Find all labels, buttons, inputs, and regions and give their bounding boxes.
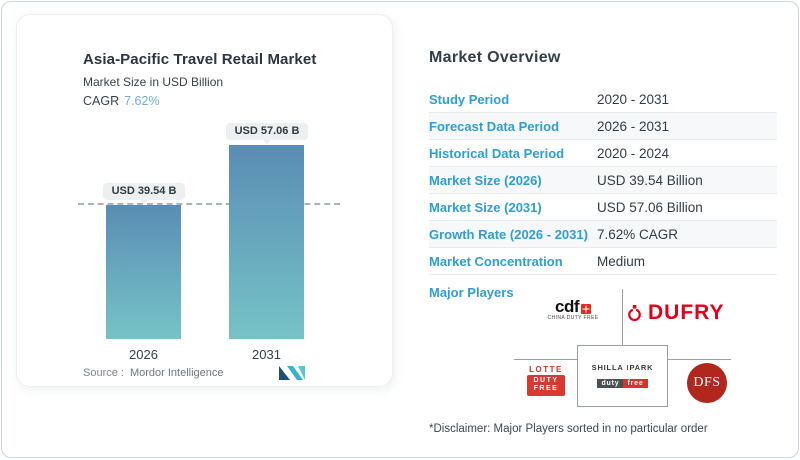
row-value: Medium <box>597 253 646 269</box>
cdf-caption: CHINA DUTY FREE <box>547 315 599 321</box>
shilla-logo-box: SHILLA IPARK duty free <box>577 345 668 407</box>
lotte-box-line1: DUTY <box>533 377 559 384</box>
lotte-dutyfree-box: DUTY FREE <box>527 375 565 396</box>
shilla-badge-free: free <box>623 378 648 388</box>
row-value: 2026 - 2031 <box>597 118 670 134</box>
shilla-badge-duty: duty <box>597 378 624 388</box>
table-row-forecast-period: Forecast Data Period 2026 - 2031 <box>429 113 777 140</box>
bar-value-label-2026: USD 39.54 B <box>103 183 185 204</box>
row-label: Historical Data Period <box>429 145 565 161</box>
major-players-label: Major Players <box>429 285 514 300</box>
x-axis-label-2026: 2026 <box>129 347 158 362</box>
table-row-study-period: Study Period 2020 - 2031 <box>429 86 777 113</box>
lotte-duty-free-logo: LOTTE DUTY FREE <box>527 365 565 396</box>
chart-title: Asia-Pacific Travel Retail Market <box>83 51 317 68</box>
source-attribution: Source : Mordor Intelligence <box>83 367 224 379</box>
shilla-wordmark: SHILLA IPARK <box>592 363 654 372</box>
row-label: Forecast Data Period <box>429 118 560 134</box>
connector-right-line <box>668 359 731 360</box>
connector-left-line <box>514 359 577 360</box>
cagr-label: CAGR <box>83 94 120 108</box>
source-label: Source : <box>83 367 124 379</box>
row-label: Study Period <box>429 91 510 107</box>
row-value: USD 39.54 Billion <box>597 172 703 188</box>
x-axis-label-2031: 2031 <box>252 347 281 362</box>
row-value: 7.62% CAGR <box>597 226 679 242</box>
chart-subtitle: Market Size in USD Billion <box>83 75 224 89</box>
connector-vertical-line <box>622 289 623 345</box>
row-value: 2020 - 2024 <box>597 145 670 161</box>
cdf-wordmark: cdf <box>555 297 580 316</box>
reference-dashed-line <box>78 203 340 205</box>
shilla-ipark-logo: SHILLA IPARK duty free <box>592 363 654 390</box>
bar-2026 <box>106 205 181 339</box>
bar-value-label-2031: USD 57.06 B <box>226 123 308 144</box>
cdf-red-square-icon <box>581 304 591 314</box>
major-players-section: Major Players cdf CHINA DUTY FREE <box>429 285 777 417</box>
shilla-name-right: PARK <box>629 362 654 372</box>
cagr-value: 7.62% <box>124 94 160 108</box>
table-row-historical-period: Historical Data Period 2020 - 2024 <box>429 140 777 167</box>
table-row-market-concentration: Market Concentration Medium <box>429 248 777 275</box>
lotte-box-line2: FREE <box>533 385 559 392</box>
market-overview-panel: Market Overview Study Period 2020 - 2031… <box>429 49 777 407</box>
bar-2031 <box>229 145 304 339</box>
row-label: Market Concentration <box>429 253 563 269</box>
shilla-dutyfree-badge: duty free <box>597 378 648 388</box>
table-row-market-size-2031: Market Size (2031) USD 57.06 Billion <box>429 194 777 221</box>
mordor-intelligence-logo-icon <box>279 366 305 380</box>
shilla-name-left: SHILLA <box>591 362 624 372</box>
table-row-growth-rate: Growth Rate (2026 - 2031) 7.62% CAGR <box>429 221 777 248</box>
row-value: 2020 - 2031 <box>597 91 670 107</box>
dufry-logo: DUFRY <box>627 301 725 325</box>
overview-heading: Market Overview <box>429 49 561 66</box>
chart-cagr-line: CAGR 7.62% <box>83 94 160 108</box>
source-value: Mordor Intelligence <box>129 367 224 379</box>
overview-table: Study Period 2020 - 2031 Forecast Data P… <box>429 86 777 275</box>
shilla-name-i: I <box>626 362 630 372</box>
row-label: Market Size (2026) <box>429 172 542 188</box>
market-size-chart-card: Asia-Pacific Travel Retail Market Market… <box>16 14 393 387</box>
row-value: USD 57.06 Billion <box>597 199 703 215</box>
china-duty-free-logo: cdf CHINA DUTY FREE <box>541 297 605 321</box>
dfs-logo: DFS <box>687 363 727 403</box>
dufry-wordmark: DUFRY <box>648 301 725 324</box>
lotte-wordmark: LOTTE <box>529 365 563 374</box>
row-label: Growth Rate (2026 - 2031) <box>429 226 588 242</box>
row-label: Market Size (2031) <box>429 199 542 215</box>
table-row-market-size-2026: Market Size (2026) USD 39.54 Billion <box>429 167 777 194</box>
dfs-wordmark: DFS <box>693 375 721 390</box>
disclaimer-text: *Disclaimer: Major Players sorted in no … <box>429 423 708 435</box>
dufry-bag-icon <box>628 305 641 321</box>
